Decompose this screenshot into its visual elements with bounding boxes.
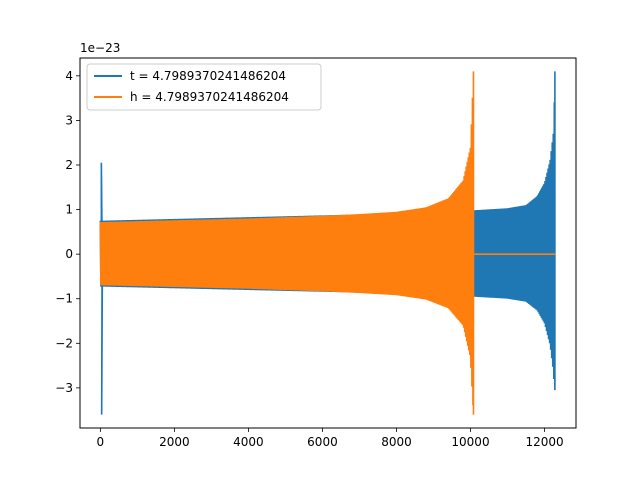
plot-frame bbox=[79, 57, 577, 429]
x-tick-label: 12000 bbox=[525, 435, 563, 449]
legend-label-h: h = 4.7989370241486204 bbox=[130, 90, 289, 104]
y-tick-label: −1 bbox=[55, 292, 73, 306]
x-tick-label: 4000 bbox=[233, 435, 264, 449]
y-tick-label: 3 bbox=[65, 113, 73, 127]
series-layer bbox=[99, 71, 556, 415]
y-tick-label: 0 bbox=[65, 247, 73, 261]
x-tick-label: 2000 bbox=[159, 435, 190, 449]
x-tick-label: 6000 bbox=[307, 435, 338, 449]
y-tick-label: 1 bbox=[65, 203, 73, 217]
x-axis: 0 2000 4000 6000 8000 10000 12000 bbox=[97, 428, 564, 449]
y-axis: −3 −2 −1 0 1 2 3 4 bbox=[55, 69, 80, 395]
series-h bbox=[99, 71, 556, 415]
y-offset-label: 1e−23 bbox=[80, 41, 120, 55]
y-tick-label: −2 bbox=[55, 336, 73, 350]
x-tick-label: 10000 bbox=[451, 435, 489, 449]
legend-label-t: t = 4.7989370241486204 bbox=[130, 69, 286, 83]
legend: t = 4.7989370241486204 h = 4.79893702414… bbox=[86, 63, 322, 111]
y-tick-label: 4 bbox=[65, 69, 73, 83]
y-tick-label: −3 bbox=[55, 381, 73, 395]
x-tick-label: 0 bbox=[97, 435, 105, 449]
series-spike bbox=[100, 162, 104, 415]
x-tick-label: 8000 bbox=[381, 435, 412, 449]
legend-box bbox=[86, 63, 322, 111]
y-tick-label: 2 bbox=[65, 158, 73, 172]
series-line bbox=[99, 71, 475, 415]
